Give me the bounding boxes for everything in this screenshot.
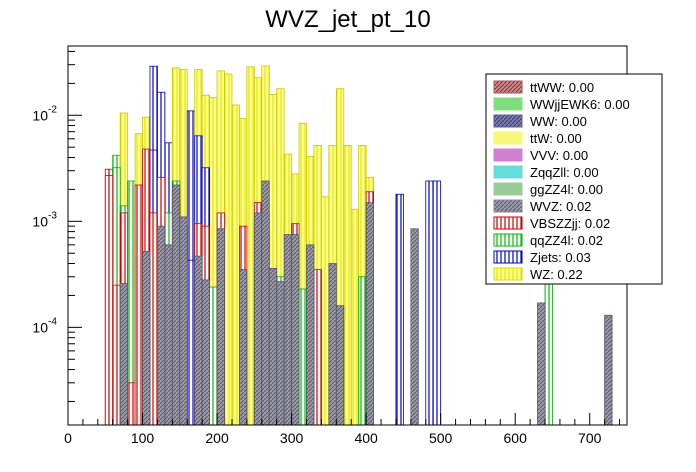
legend-entries: ttWW: 0.00 WWjjEWK6: 0.00 WW: 0.00 ttW: 0.0… [493,80,630,282]
legend-label: Zjets: 0.03 [530,250,591,265]
bar-wvz [142,251,151,426]
legend-item: VVV: 0.00 [493,148,588,163]
bar-vbszzjj [112,284,121,426]
y-tick-exponent: -4 [48,316,57,327]
stack-bar [231,104,240,426]
bar-wvz [164,244,173,426]
x-tick-label: 500 [429,430,453,446]
x-tick-label: 400 [354,430,378,446]
bar-zjets [432,180,442,426]
legend-swatch [493,216,523,230]
legend-swatch [493,267,523,281]
legend-swatch [493,165,523,179]
stack-bar [343,144,352,426]
bar-wvz [291,234,300,426]
bar-wvz [335,305,345,426]
bar-wvz [268,267,278,426]
legend-item: WWjjEWK6: 0.00 [493,97,630,112]
y-tick-label: 10 [32,319,48,335]
legend-item: qqZZ4l: 0.02 [493,233,603,248]
x-tick-label: 200 [205,430,229,446]
chart-title: WVZ_jet_pt_10 [265,6,430,33]
legend-swatch [493,182,523,196]
legend: ttWW: 0.00 WWjjEWK6: 0.00 WW: 0.00 ttW: 0.0… [485,73,663,285]
bar-qqzz4l [358,276,367,426]
legend-item: ggZZ4l: 0.00 [493,182,603,197]
bar-vbszzjj [313,269,322,426]
bar-wvz [365,202,374,426]
bar-vbszzjj [104,175,114,426]
legend-item: Zjets: 0.03 [493,250,591,265]
bar-qqzz4l [298,288,307,426]
legend-label: WW: 0.00 [530,114,587,129]
legend-swatch [493,148,523,162]
y-tick-label: 10 [32,213,48,229]
bar-vbszzjj [134,184,143,426]
legend-swatch [493,250,523,264]
stack-bar [224,73,233,426]
legend-swatch [493,114,523,128]
bar-vbszzjj [127,382,136,426]
bar-wvz [410,228,419,426]
stack-bar [321,196,330,426]
stack-bar [350,208,360,426]
legend-label: WWjjEWK6: 0.00 [530,97,630,112]
legend-label: ttWW: 0.00 [530,80,594,95]
bar-zjets [395,193,404,426]
legend-item: WW: 0.00 [493,114,587,129]
bar-wvz [157,225,166,426]
legend-swatch [493,233,523,247]
bar-wvz [179,216,188,426]
bar-zjets [425,180,434,426]
stack-bar [246,66,255,426]
x-tick-label: 700 [578,430,602,446]
legend-label: ttW: 0.00 [530,131,582,146]
bar-qqzz4l [209,286,218,426]
bars-layer [104,65,613,426]
legend-swatch [493,199,523,213]
bar-wvz [253,212,263,426]
bar-zjets [186,259,196,426]
x-tick-label: 600 [504,430,528,446]
bar-vbszzjj [149,212,158,426]
bar-wvz [194,255,203,426]
legend-item: WZ: 0.22 [493,267,583,282]
y-tick-exponent: -2 [48,104,57,115]
legend-label: ggZZ4l: 0.00 [530,182,603,197]
legend-item: ttW: 0.00 [493,131,582,146]
y-tick-label: 10 [32,107,48,123]
legend-label: qqZZ4l: 0.02 [530,233,603,248]
bar-wvz [216,228,225,426]
bar-wvz [239,269,248,426]
bar-wvz [604,314,613,426]
legend-swatch [493,131,523,145]
bar-wvz [537,302,546,426]
legend-swatch [493,80,523,94]
bar-wvz [306,244,315,426]
x-tick-label: 300 [280,430,304,446]
x-tick-label: 0 [64,430,72,446]
legend-label: ZqqZll: 0.00 [530,165,599,180]
y-tick-exponent: -3 [48,210,57,221]
legend-item: VBSZZjj: 0.02 [493,216,610,231]
bar-wvz [261,180,270,426]
legend-label: WVZ: 0.02 [530,199,591,214]
bar-wvz [276,281,285,426]
bar-wvz [119,282,129,426]
legend-item: ZqqZll: 0.00 [493,165,599,180]
legend-swatch [493,97,523,111]
legend-item: ttWW: 0.00 [493,80,594,95]
bar-wvz [283,234,293,426]
legend-label: WZ: 0.22 [530,267,583,282]
bar-wvz [328,263,337,426]
x-tick-label: 100 [131,430,155,446]
legend-label: VVV: 0.00 [530,148,588,163]
legend-label: VBSZZjj: 0.02 [530,216,610,231]
bar-wvz [201,279,211,426]
bar-wvz [171,184,181,426]
legend-item: WVZ: 0.02 [493,199,591,214]
